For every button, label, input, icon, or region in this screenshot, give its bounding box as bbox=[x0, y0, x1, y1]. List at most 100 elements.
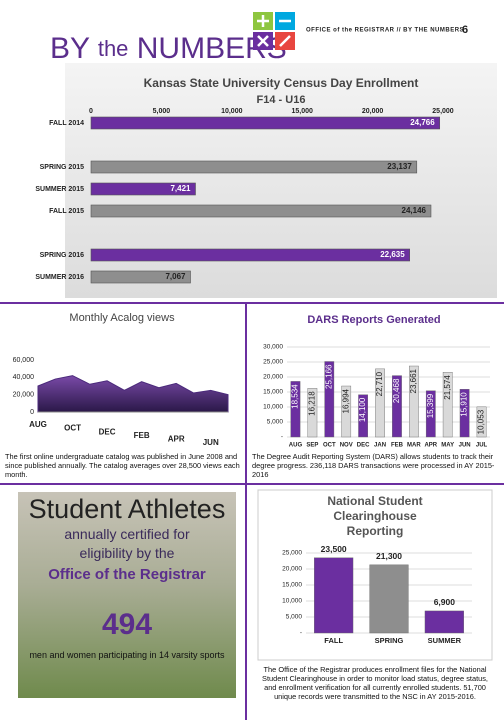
x-tick-label: JUL bbox=[476, 443, 488, 449]
bar bbox=[459, 389, 470, 438]
x-tick-label: APR bbox=[424, 443, 437, 449]
caption: The first online undergraduate catalog w… bbox=[5, 452, 240, 479]
y-tick-label: SPRING 2016 bbox=[40, 252, 84, 259]
bar bbox=[307, 388, 318, 438]
caption: The Office of the Registrar produces enr… bbox=[262, 665, 488, 701]
value-label: 21,300 bbox=[376, 551, 402, 561]
page-number: 6 bbox=[462, 24, 468, 36]
value-label: 22,710 bbox=[375, 371, 384, 396]
x-tick-label: DEC bbox=[99, 427, 116, 436]
value-label: 22,635 bbox=[380, 250, 405, 259]
bar bbox=[369, 564, 409, 634]
value-label: 7,421 bbox=[170, 184, 191, 193]
value-label: 15,910 bbox=[460, 392, 469, 417]
bar bbox=[90, 182, 196, 196]
chart-title: Kansas State University Census Day Enrol… bbox=[144, 76, 419, 90]
value-label: 21,574 bbox=[443, 375, 452, 400]
bar bbox=[341, 385, 352, 438]
value-label: 6,900 bbox=[434, 597, 456, 607]
chart-title: Monthly Acalog views bbox=[69, 312, 175, 324]
x-tick-label: FEB bbox=[391, 443, 404, 449]
bar bbox=[375, 368, 385, 438]
y-tick-label: 10,000 bbox=[263, 404, 283, 411]
x-tick-label: DEC bbox=[357, 443, 370, 449]
value-label: 23,661 bbox=[409, 368, 418, 393]
y-tick-label: 20,000 bbox=[282, 566, 302, 573]
value-label: 18,534 bbox=[291, 384, 300, 409]
x-tick-label: 25,000 bbox=[432, 108, 454, 115]
y-tick-label: - bbox=[300, 630, 302, 637]
bar bbox=[90, 270, 191, 284]
y-tick-label: 5,000 bbox=[286, 614, 303, 621]
y-tick-label: 0 bbox=[30, 409, 34, 416]
bar bbox=[90, 248, 411, 262]
value-label: 24,766 bbox=[410, 118, 435, 127]
x-tick-label: JUN bbox=[203, 438, 219, 447]
y-tick-label: 15,000 bbox=[263, 389, 283, 396]
y-tick-label: SUMMER 2016 bbox=[35, 274, 84, 281]
y-tick-label: 5,000 bbox=[267, 419, 284, 426]
x-tick-label: FEB bbox=[134, 431, 150, 440]
y-tick-label: 40,000 bbox=[13, 374, 35, 381]
logo-icons bbox=[253, 12, 295, 50]
value-label: 25,166 bbox=[324, 364, 333, 389]
y-tick-label: 25,000 bbox=[263, 359, 283, 366]
x-tick-label: 20,000 bbox=[362, 108, 384, 115]
athletes-text: eligibility by the bbox=[79, 545, 175, 561]
bar bbox=[358, 394, 368, 438]
x-tick-label: OCT bbox=[323, 443, 336, 449]
bar bbox=[90, 204, 432, 218]
athletes-footer: men and women participating in 14 varsit… bbox=[29, 650, 225, 660]
bar bbox=[424, 610, 464, 634]
athletes-text: annually certified for bbox=[64, 526, 190, 542]
bar bbox=[290, 381, 301, 438]
x-tick-label: 0 bbox=[89, 108, 93, 115]
x-tick-label: MAY bbox=[441, 443, 454, 449]
value-label: 24,146 bbox=[402, 206, 427, 215]
y-tick-label: 30,000 bbox=[263, 344, 283, 351]
caption: The Degree Audit Reporting System (DARS)… bbox=[252, 452, 495, 479]
x-tick-label: 5,000 bbox=[153, 108, 171, 115]
x-tick-label: MAR bbox=[407, 443, 421, 449]
value-label: 10,053 bbox=[477, 409, 486, 434]
value-label: 23,500 bbox=[321, 544, 347, 554]
x-tick-label: NOV bbox=[340, 443, 353, 449]
value-label: 14,100 bbox=[358, 397, 367, 422]
x-tick-label: JAN bbox=[374, 443, 386, 449]
value-label: 15,399 bbox=[426, 393, 435, 418]
y-tick-label: 60,000 bbox=[13, 357, 35, 364]
x-tick-label: AUG bbox=[29, 420, 47, 429]
x-tick-label: SPRING bbox=[375, 636, 404, 645]
page-title: BY the NUMBERS bbox=[50, 32, 287, 65]
bar bbox=[90, 116, 441, 130]
x-tick-label: AUG bbox=[289, 443, 303, 449]
y-tick-label: SPRING 2015 bbox=[40, 164, 84, 171]
bar bbox=[476, 406, 487, 438]
athletes-panel bbox=[18, 492, 236, 698]
chart-title: National Student Clearinghouse Reporting bbox=[327, 494, 423, 538]
bar bbox=[409, 365, 419, 438]
athletes-text: Office of the Registrar bbox=[48, 566, 206, 583]
x-tick-label: FALL bbox=[324, 636, 343, 645]
athletes-title: Student Athletes bbox=[28, 494, 226, 524]
bar bbox=[392, 375, 402, 438]
athletes-number: 494 bbox=[101, 608, 153, 641]
y-tick-label: 15,000 bbox=[282, 582, 302, 589]
y-tick-label: 20,000 bbox=[13, 392, 35, 399]
x-tick-label: APR bbox=[168, 435, 185, 444]
chart-subtitle: F14 - U16 bbox=[257, 94, 306, 106]
value-label: 16,218 bbox=[307, 391, 316, 416]
bar bbox=[442, 372, 453, 438]
y-tick-label: SUMMER 2015 bbox=[35, 186, 84, 193]
x-tick-label: 10,000 bbox=[221, 108, 243, 115]
value-label: 20,468 bbox=[392, 378, 401, 403]
bar bbox=[90, 160, 418, 174]
x-tick-label: SUMMER bbox=[428, 636, 462, 645]
y-tick-label: FALL 2015 bbox=[49, 208, 84, 215]
bar bbox=[324, 361, 335, 438]
y-tick-label: FALL 2014 bbox=[49, 120, 84, 127]
value-label: 16,994 bbox=[341, 388, 350, 413]
chart-title: DARS Reports Generated bbox=[307, 314, 440, 326]
y-tick-label: 20,000 bbox=[263, 374, 283, 381]
